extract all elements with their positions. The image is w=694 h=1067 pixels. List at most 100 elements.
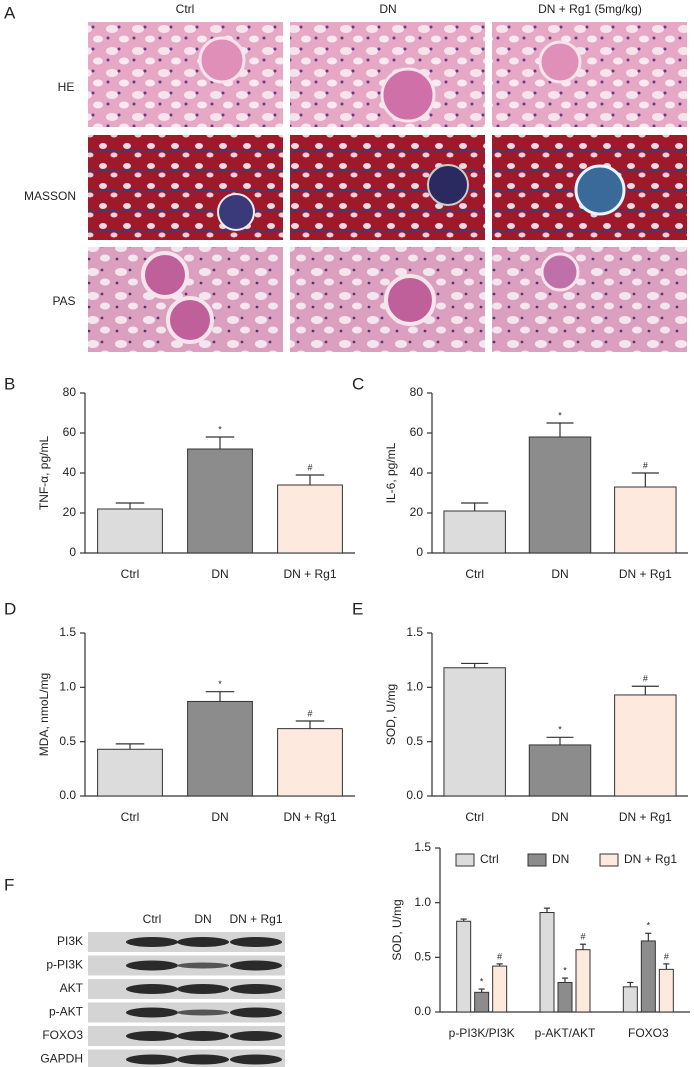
bar bbox=[443, 510, 506, 554]
x-tick-label: DN bbox=[551, 810, 568, 824]
panel-label: D bbox=[4, 599, 16, 618]
x-tick-label: Ctrl bbox=[121, 810, 140, 824]
bar bbox=[277, 728, 343, 797]
y-tick-label: 1.0 bbox=[59, 680, 76, 694]
y-tick-label: 60 bbox=[410, 425, 424, 439]
significance-marker: * bbox=[558, 725, 562, 735]
significance-marker: # bbox=[643, 674, 648, 684]
y-tick-label: 0.5 bbox=[59, 734, 76, 748]
y-axis-label: SOD, U/mg bbox=[390, 899, 404, 960]
blot-band bbox=[177, 937, 229, 947]
blot-band bbox=[126, 937, 178, 947]
significance-marker: * bbox=[563, 965, 567, 975]
y-tick-label: 1.5 bbox=[414, 840, 431, 854]
y-tick-label: 20 bbox=[63, 505, 77, 519]
y-axis-label: TNF-α, pg/mL bbox=[37, 436, 51, 511]
panel-label: C bbox=[352, 374, 364, 393]
bar bbox=[528, 436, 592, 554]
bar bbox=[658, 968, 674, 1013]
x-tick-label: DN bbox=[551, 567, 568, 581]
legend-swatch bbox=[599, 853, 619, 867]
y-axis-label: SOD, U/mg bbox=[384, 684, 398, 745]
blot-band bbox=[230, 937, 282, 947]
x-tick-label: Ctrl bbox=[465, 567, 484, 581]
blot-band bbox=[177, 1054, 229, 1065]
panel-label: A bbox=[4, 3, 16, 22]
significance-marker: # bbox=[497, 951, 502, 961]
significance-marker: * bbox=[218, 424, 222, 434]
bar bbox=[575, 949, 591, 1013]
legend-label: Ctrl bbox=[480, 852, 499, 866]
bar bbox=[474, 991, 490, 1013]
bar bbox=[528, 744, 592, 797]
y-tick-label: 0 bbox=[416, 545, 423, 559]
bar bbox=[187, 700, 253, 797]
significance-marker: * bbox=[480, 976, 484, 986]
significance-marker: # bbox=[307, 462, 312, 472]
significance-marker: # bbox=[307, 708, 312, 718]
bar bbox=[97, 508, 163, 554]
x-tick-label: Ctrl bbox=[465, 810, 484, 824]
x-tick-label: DN bbox=[211, 567, 228, 581]
bar bbox=[456, 920, 472, 1013]
row-label: MASSON bbox=[24, 189, 76, 203]
blot-band bbox=[230, 984, 282, 994]
blot-row-label: GAPDH bbox=[40, 1052, 83, 1066]
blot-band bbox=[126, 984, 178, 994]
bar bbox=[492, 965, 508, 1013]
x-tick-label: DN + Rg1 bbox=[619, 567, 672, 581]
bar bbox=[97, 748, 163, 797]
x-tick-label: DN + Rg1 bbox=[283, 810, 336, 824]
bar bbox=[539, 912, 555, 1013]
blot-band bbox=[126, 960, 178, 971]
significance-marker: * bbox=[558, 410, 562, 420]
y-tick-label: 80 bbox=[410, 385, 424, 399]
blot-band bbox=[177, 1009, 229, 1016]
histology-images bbox=[88, 22, 687, 352]
bar bbox=[443, 667, 506, 797]
row-label: HE bbox=[58, 80, 75, 94]
blot-row-label: FOXO3 bbox=[42, 1028, 83, 1042]
blot-row-label: AKT bbox=[60, 981, 84, 995]
pas-image bbox=[492, 247, 687, 352]
bar bbox=[622, 986, 638, 1013]
bar bbox=[640, 940, 656, 1013]
y-tick-label: 1.0 bbox=[406, 680, 423, 694]
x-tick-label: DN + Rg1 bbox=[283, 567, 336, 581]
blot-row-label: p-PI3K bbox=[46, 958, 83, 972]
legend-label: DN + Rg1 bbox=[624, 852, 677, 866]
y-tick-label: 80 bbox=[63, 385, 77, 399]
y-tick-label: 1.5 bbox=[59, 625, 76, 639]
bar bbox=[614, 486, 677, 554]
blot-row-label: p-AKT bbox=[49, 1005, 84, 1019]
blot-band bbox=[230, 1031, 282, 1041]
y-tick-label: 0.0 bbox=[414, 1004, 431, 1018]
significance-marker: # bbox=[643, 460, 648, 470]
he-image bbox=[492, 22, 687, 127]
he-image bbox=[88, 22, 283, 127]
y-tick-label: 1.0 bbox=[414, 895, 431, 909]
blot-band bbox=[126, 1007, 178, 1018]
significance-marker: * bbox=[218, 679, 222, 689]
legend-swatch bbox=[455, 853, 475, 867]
significance-marker: # bbox=[664, 951, 669, 961]
legend-swatch bbox=[527, 853, 547, 867]
panel-label: F bbox=[4, 875, 14, 894]
column-header: Ctrl bbox=[143, 912, 162, 926]
panel-label: E bbox=[352, 599, 363, 618]
blot-band bbox=[230, 1007, 282, 1018]
y-tick-label: 0.0 bbox=[59, 788, 76, 802]
column-header: DN + Rg1 bbox=[229, 912, 282, 926]
y-tick-label: 0 bbox=[69, 545, 76, 559]
blot-band bbox=[126, 1031, 178, 1041]
y-axis-label: MDA, nmoL/mg bbox=[37, 673, 51, 756]
bar bbox=[614, 694, 677, 797]
column-header: DN bbox=[194, 912, 211, 926]
blot-band bbox=[126, 1054, 178, 1065]
y-tick-label: 40 bbox=[410, 465, 424, 479]
x-tick-label: DN bbox=[211, 810, 228, 824]
blot-band bbox=[177, 1031, 229, 1041]
row-label: PAS bbox=[52, 294, 75, 308]
y-tick-label: 0.5 bbox=[414, 950, 431, 964]
significance-marker: * bbox=[647, 921, 651, 931]
